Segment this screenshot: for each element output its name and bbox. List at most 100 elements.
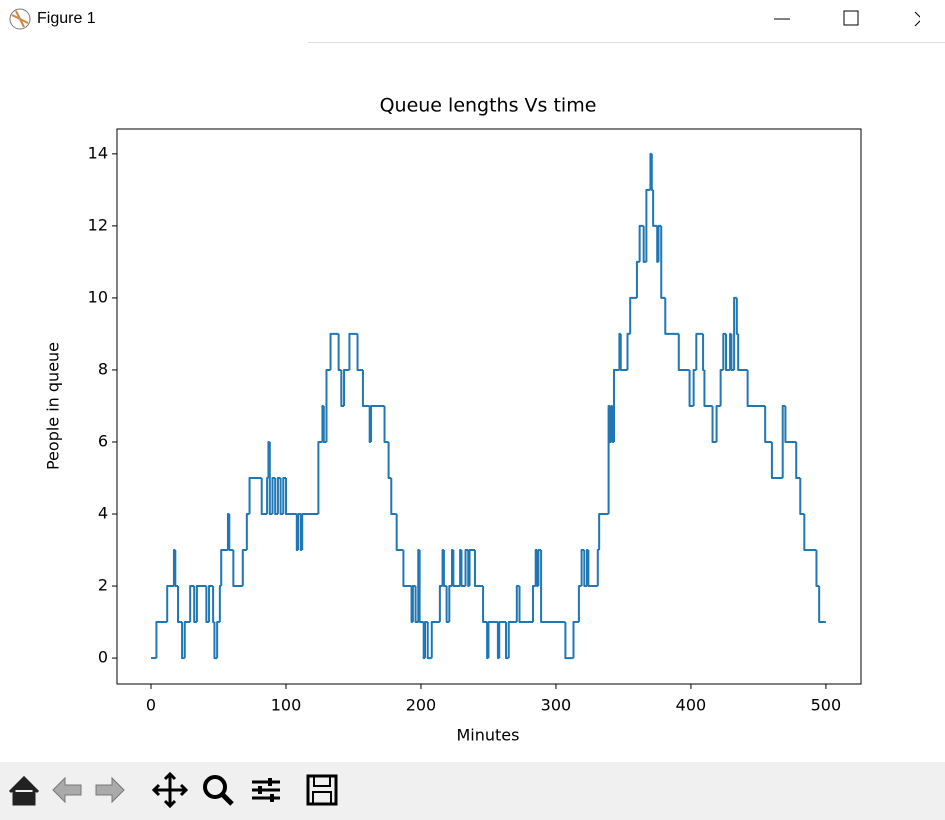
line-step <box>424 621 428 659</box>
chart-title: Queue lengths Vs time <box>380 95 597 117</box>
line-step <box>216 621 220 659</box>
line-step <box>212 586 215 624</box>
plot-frame <box>116 128 862 685</box>
line-step <box>166 585 174 623</box>
line-step <box>218 585 222 623</box>
save-button[interactable] <box>302 770 342 810</box>
line-step <box>815 550 820 588</box>
line-step <box>317 440 323 515</box>
line-step <box>482 586 488 624</box>
line-step <box>438 585 443 623</box>
line-step <box>284 477 297 516</box>
line-step <box>784 405 797 443</box>
line-step <box>248 476 262 515</box>
line-step <box>505 622 509 660</box>
x-tick-label: 500 <box>811 696 842 715</box>
line-step <box>260 477 268 516</box>
line-step <box>486 622 489 660</box>
line-step <box>536 550 539 588</box>
line-step <box>496 622 500 660</box>
line-step <box>803 514 817 552</box>
x-tick-label: 100 <box>271 696 302 715</box>
line-step <box>737 333 748 371</box>
line-step <box>329 332 339 370</box>
forward-button[interactable] <box>90 770 130 810</box>
line-step <box>650 153 654 191</box>
line-step <box>452 550 461 588</box>
line-step <box>343 368 350 406</box>
line-step <box>390 477 397 516</box>
line-step <box>442 550 447 588</box>
line-step <box>626 332 631 370</box>
line-step <box>337 333 342 371</box>
x-tick-label: 400 <box>676 696 707 715</box>
line-step <box>629 296 637 334</box>
line-step <box>340 369 345 407</box>
line-step <box>507 621 517 659</box>
pan-button[interactable] <box>150 770 190 810</box>
x-tick-label: 0 <box>146 696 156 715</box>
line-step <box>702 333 705 371</box>
line-step <box>534 549 538 587</box>
line-step <box>402 550 412 588</box>
zoom-button[interactable] <box>198 770 238 810</box>
line-step <box>715 404 721 442</box>
x-tick-label: 200 <box>406 696 437 715</box>
window-title: Figure 1 <box>37 10 96 27</box>
line-step <box>498 621 507 659</box>
line-step <box>619 333 628 371</box>
line-step <box>487 621 498 659</box>
line-step <box>297 513 301 551</box>
line-step <box>430 621 440 659</box>
back-button[interactable] <box>47 770 87 810</box>
line-step <box>213 622 218 660</box>
line-step <box>725 333 731 371</box>
title-bar: Figure 1 <box>0 0 945 43</box>
home-button[interactable] <box>4 770 44 810</box>
y-tick-label: 12 <box>88 215 108 234</box>
line-step <box>441 549 444 587</box>
line-step <box>703 369 713 407</box>
line-step <box>451 549 454 587</box>
line-step <box>688 369 694 407</box>
divider <box>308 42 945 43</box>
maximize[interactable] <box>843 10 859 26</box>
line-step <box>598 513 609 551</box>
line-step <box>174 550 179 588</box>
line-step <box>711 405 717 443</box>
line-step <box>325 368 331 442</box>
line-step <box>189 585 195 623</box>
line-step <box>195 585 207 623</box>
line-step <box>733 296 737 370</box>
line-step <box>266 476 269 515</box>
line-step <box>228 514 234 552</box>
line-step <box>177 586 183 624</box>
line-step <box>638 224 644 262</box>
line-step <box>422 622 426 660</box>
line-step <box>532 585 536 623</box>
y-tick-label: 14 <box>88 143 108 162</box>
line-step <box>467 550 470 588</box>
y-tick-label: 8 <box>98 359 108 378</box>
app-icon <box>9 8 31 30</box>
line-step <box>612 368 620 442</box>
line-step <box>677 333 690 371</box>
line-step <box>799 477 805 516</box>
configure-button[interactable] <box>246 770 286 810</box>
line-step <box>448 585 453 623</box>
line-step <box>356 333 363 371</box>
line-step <box>460 550 466 588</box>
line-step <box>585 549 589 587</box>
line-step <box>577 585 582 623</box>
line-step <box>383 405 389 443</box>
line-step <box>580 549 585 587</box>
line-step <box>370 404 385 442</box>
line-step <box>181 622 185 660</box>
close[interactable] <box>914 11 920 27</box>
line-step <box>818 586 825 624</box>
line-step <box>583 550 587 588</box>
line-step <box>664 297 679 335</box>
line-step <box>418 550 424 624</box>
line-step <box>518 586 534 624</box>
line-step <box>746 369 766 407</box>
